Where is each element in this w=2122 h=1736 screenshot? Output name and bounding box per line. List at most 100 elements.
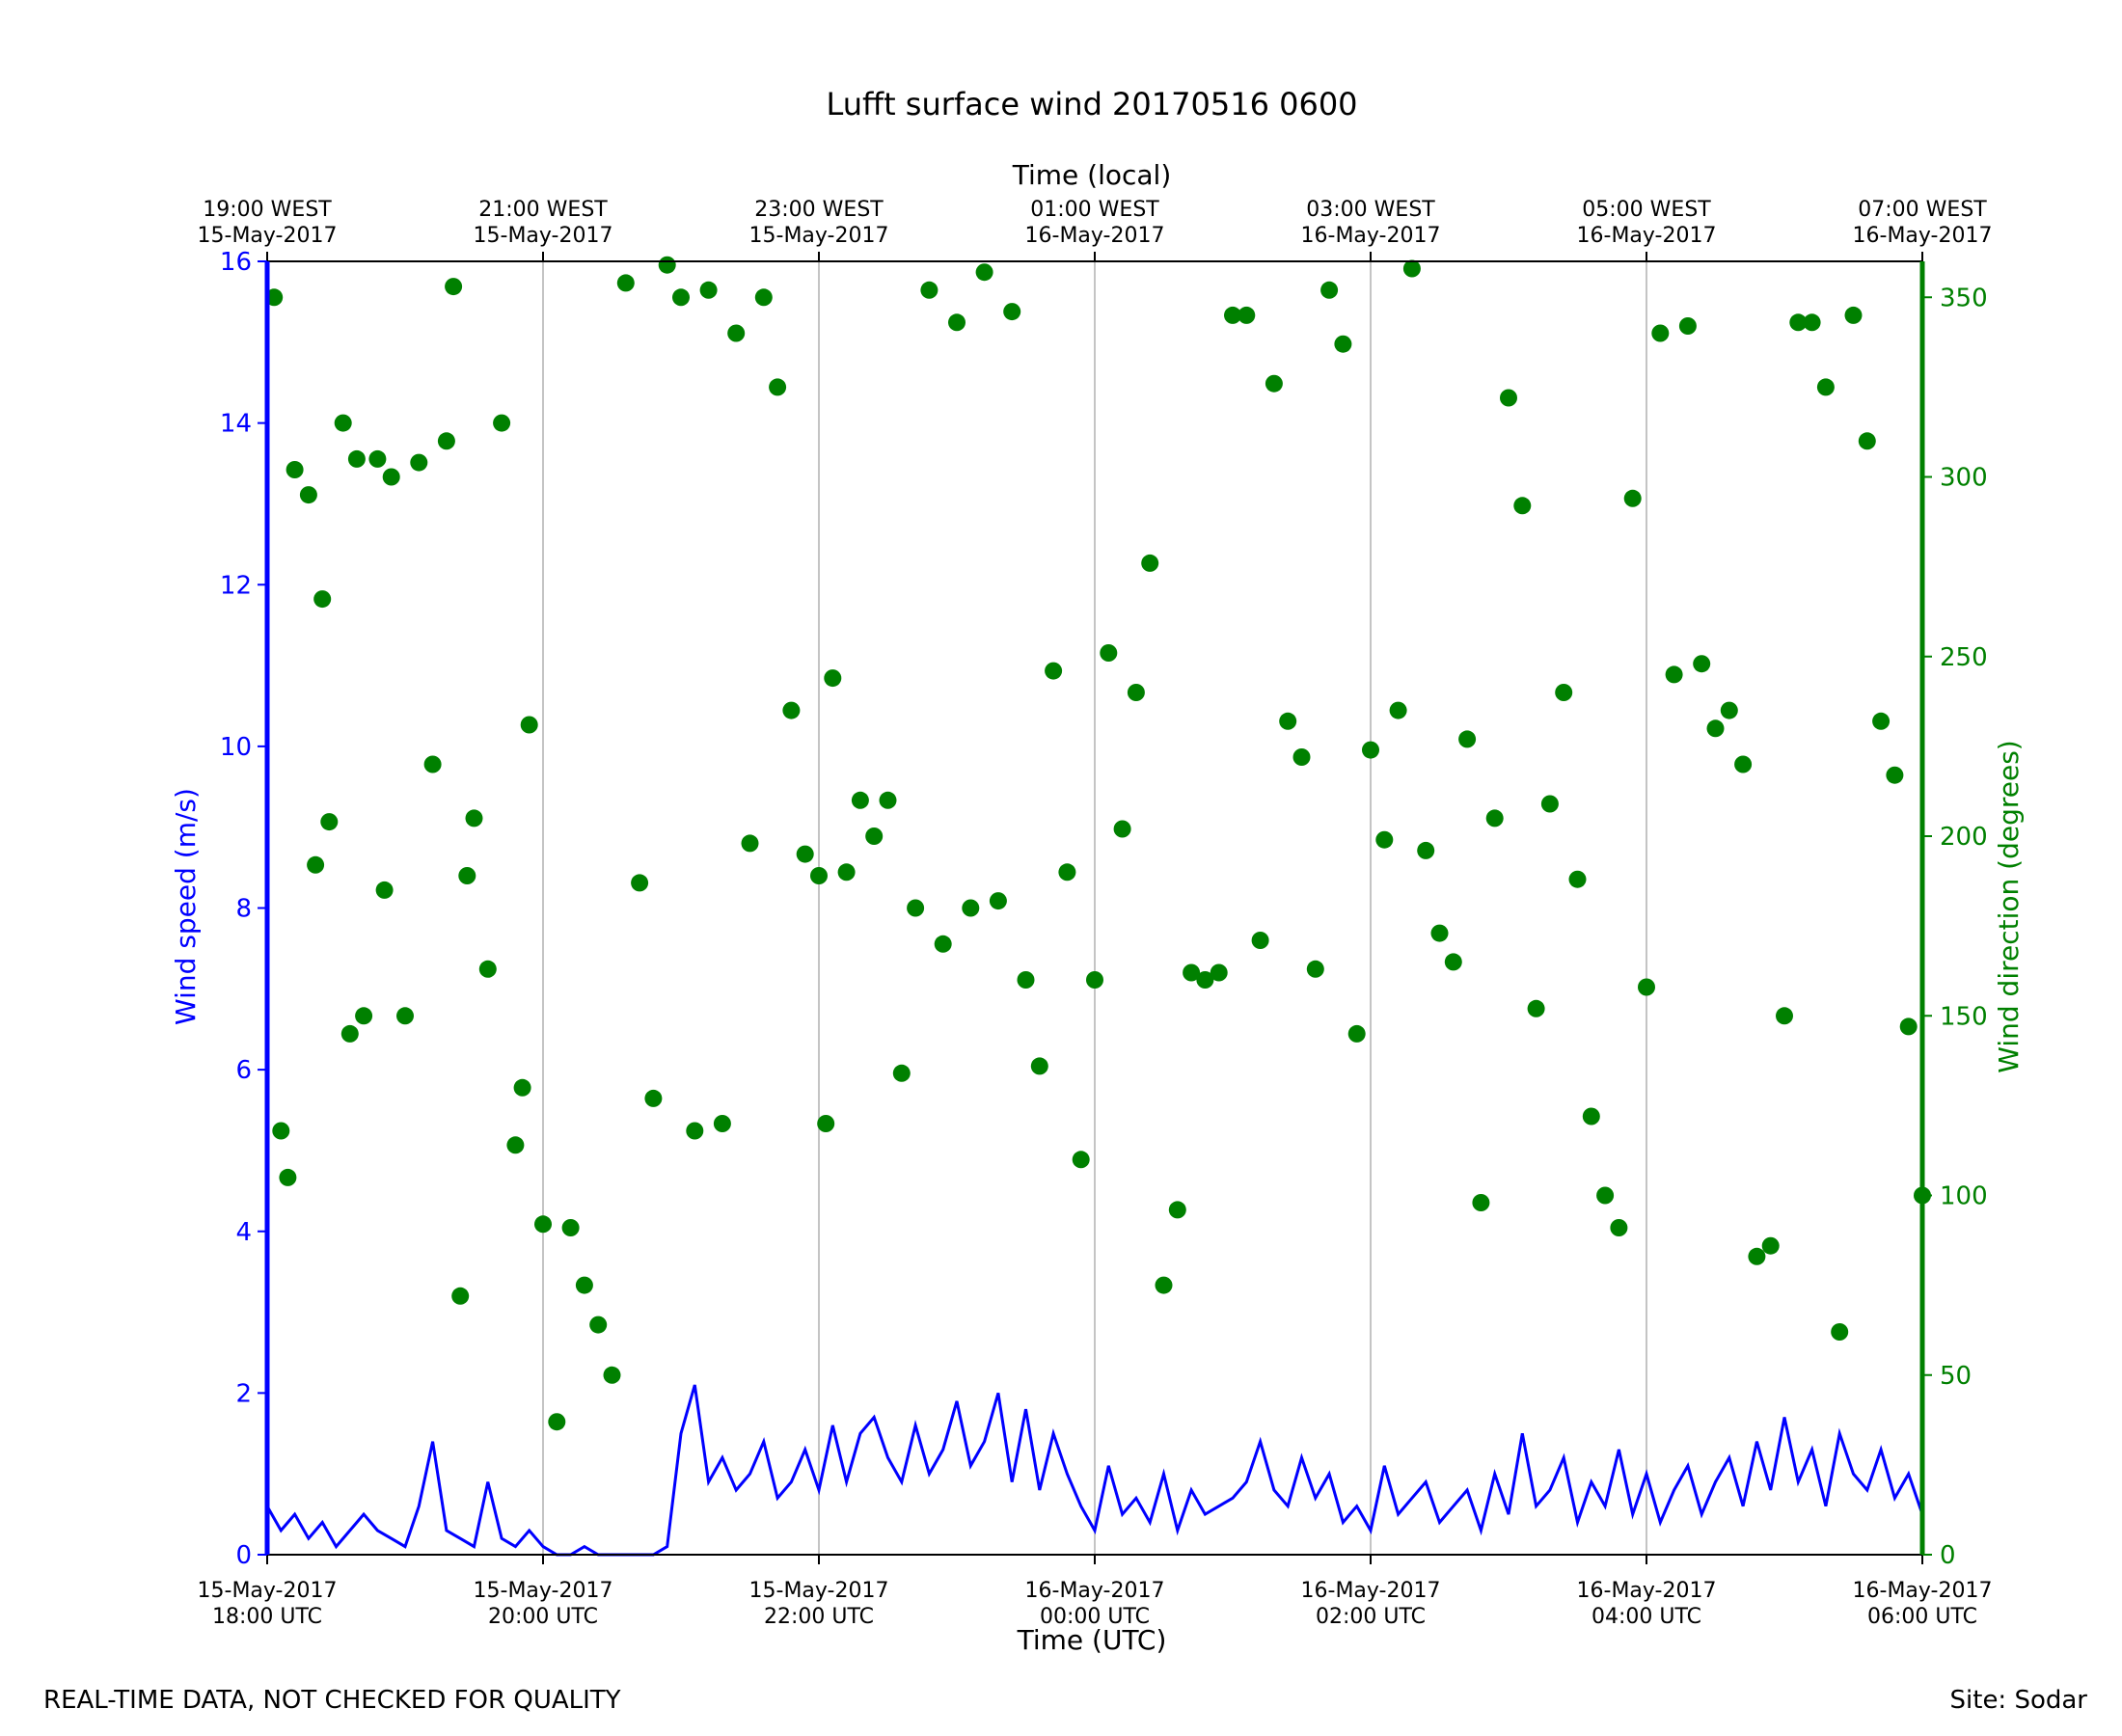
wind-direction-point [368, 449, 387, 468]
wind-direction-point [1720, 701, 1738, 719]
x-tick-label-top: 03:00 WEST 16-May-2017 [1301, 198, 1441, 248]
wind-direction-point [892, 1064, 911, 1082]
wind-direction-point [307, 855, 325, 874]
wind-direction-point [1458, 730, 1477, 748]
wind-direction-point [375, 881, 394, 899]
wind-direction-point [506, 1136, 525, 1154]
wind-direction-point [1017, 971, 1035, 989]
wind-direction-point [631, 874, 649, 892]
wind-direction-point [851, 791, 869, 809]
wind-direction-point [741, 834, 759, 853]
wind-direction-point [396, 1007, 414, 1025]
wind-direction-point [1058, 863, 1076, 882]
wind-direction-point [1265, 374, 1283, 393]
wind-direction-point [320, 813, 339, 831]
x-tick-label-top: 07:00 WEST 16-May-2017 [1853, 198, 1993, 248]
wind-direction-point [1816, 378, 1835, 396]
wind-direction-point [534, 1215, 552, 1234]
wind-direction-point [962, 899, 980, 917]
wind-direction-point [1444, 953, 1462, 971]
wind-direction-point [658, 256, 676, 274]
wind-direction-point [934, 935, 952, 953]
y-tick-label-right: 250 [1940, 643, 1988, 672]
wind-direction-point [1320, 281, 1339, 299]
wind-direction-point [1858, 432, 1876, 450]
wind-direction-point [1141, 554, 1159, 572]
wind-direction-point [837, 863, 856, 882]
wind-direction-point [1789, 313, 1808, 332]
wind-direction-point [1568, 870, 1587, 888]
x-tick-label-bottom: 15-May-2017 18:00 UTC [198, 1579, 338, 1629]
wind-direction-point [313, 590, 332, 609]
wind-direction-point [1555, 684, 1573, 701]
wind-direction-point [451, 1287, 470, 1305]
y-tick-label-right: 300 [1940, 464, 1988, 493]
wind-direction-point [616, 274, 635, 292]
wind-direction-point [1238, 306, 1256, 324]
wind-direction-point [1362, 741, 1379, 759]
wind-direction-point [672, 288, 690, 307]
wind-direction-point [1127, 684, 1145, 701]
wind-direction-point [272, 1122, 290, 1140]
wind-direction-point [879, 791, 897, 809]
wind-direction-point [1706, 719, 1725, 738]
x-tick-label-top: 01:00 WEST 16-May-2017 [1025, 198, 1165, 248]
wind-direction-point [975, 263, 993, 282]
wind-direction-point [1224, 306, 1241, 324]
wind-direction-point [1665, 665, 1683, 684]
wind-direction-point [561, 1219, 580, 1236]
y-tick-label-right: 0 [1940, 1541, 1956, 1570]
wind-direction-point [1389, 701, 1407, 719]
x-axis-label-bottom: Time (UTC) [1017, 1624, 1167, 1656]
axes: 15-May-2017 18:00 UTC 15-May-2017 20:00 UTC… [198, 198, 1993, 1629]
wind-direction-point [603, 1366, 621, 1384]
y-tick-label-right: 350 [1940, 284, 1988, 312]
wind-direction-point [458, 867, 476, 884]
wind-direction-point [754, 288, 773, 307]
wind-direction-point [686, 1122, 704, 1140]
wind-direction-point [1196, 971, 1214, 989]
wind-direction-point [1306, 960, 1324, 978]
wind-direction-point [1210, 963, 1228, 982]
wind-direction-point [1610, 1219, 1628, 1236]
wind-direction-point [824, 669, 842, 688]
wind-direction-point [907, 899, 925, 917]
y-tick-label-left: 4 [235, 1218, 252, 1247]
wind-direction-point [410, 453, 428, 472]
wind-speed-line [265, 1384, 1924, 1557]
wind-direction-point [493, 414, 511, 432]
wind-direction-point [1183, 963, 1201, 982]
wind-direction-point [589, 1316, 608, 1334]
x-tick-label-top: 05:00 WEST 16-May-2017 [1577, 198, 1717, 248]
wind-direction-point [1500, 389, 1517, 407]
wind-direction-point [1651, 324, 1670, 342]
wind-direction-point [1347, 1024, 1366, 1043]
y-axis-label-right: Wind direction (degrees) [1993, 740, 2025, 1072]
y-tick-label-right: 150 [1940, 1002, 1988, 1031]
wind-direction-point [1030, 1057, 1048, 1075]
wind-direction-point [1748, 1247, 1766, 1265]
wind-speed-layer [265, 1384, 1924, 1557]
x-tick-label-top: 23:00 WEST 15-May-2017 [749, 198, 889, 248]
x-tick-label-bottom: 15-May-2017 22:00 UTC [749, 1579, 889, 1629]
wind-direction-point [1402, 259, 1421, 278]
y-axis-label-left: Wind speed (m/s) [170, 788, 202, 1025]
y-tick-label-right: 50 [1940, 1362, 1972, 1391]
wind-direction-point [265, 288, 284, 307]
wind-direction-point [713, 1115, 731, 1132]
wind-direction-point [920, 281, 939, 299]
wind-direction-point [1003, 303, 1021, 321]
wind-direction-point [279, 1168, 297, 1186]
y-tick-label-left: 16 [220, 248, 252, 277]
wind-direction-point [286, 461, 304, 478]
wind-direction-point [865, 827, 884, 845]
x-tick-label-bottom: 16-May-2017 06:00 UTC [1853, 1579, 1993, 1629]
wind-direction-point [817, 1115, 835, 1132]
wind-direction-point [1430, 924, 1449, 942]
y-tick-label-left: 10 [220, 733, 252, 762]
wind-direction-point [1472, 1194, 1490, 1211]
wind-direction-point [520, 716, 538, 734]
wind-direction-point [513, 1078, 531, 1097]
x-tick-label-top: 19:00 WEST 15-May-2017 [198, 198, 338, 248]
